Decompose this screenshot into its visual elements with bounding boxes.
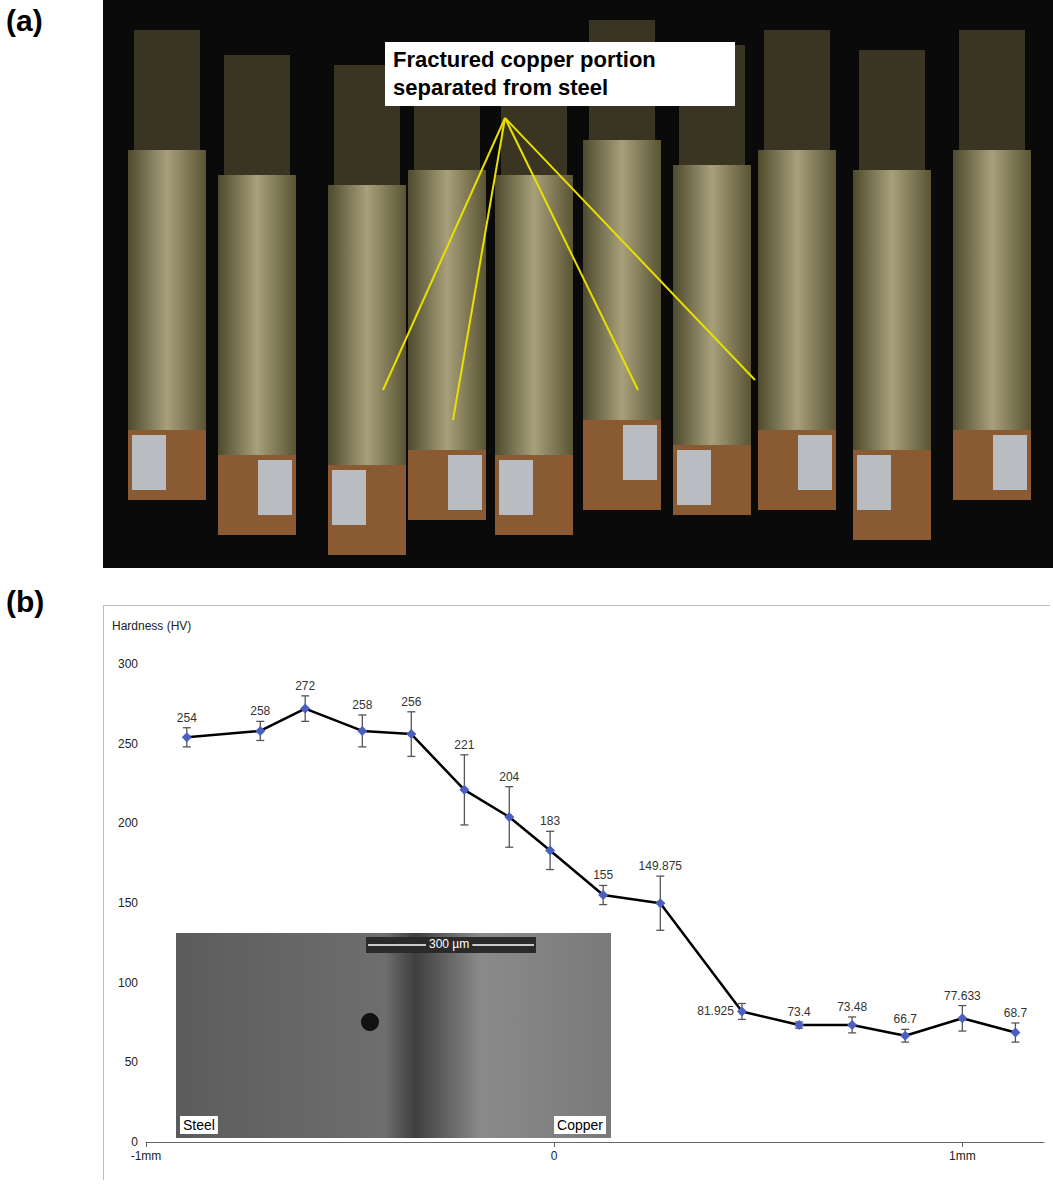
svg-text:256: 256 xyxy=(401,695,421,709)
svg-text:254: 254 xyxy=(177,711,197,725)
svg-text:200: 200 xyxy=(118,816,138,830)
svg-text:183: 183 xyxy=(540,814,560,828)
html-text:Fractured copper portion separ: Fractured copper portion separated from … xyxy=(393,47,656,100)
svg-text:155: 155 xyxy=(593,868,613,882)
svg-text:Hardness (HV): Hardness (HV) xyxy=(112,619,191,633)
svg-text:66.7: 66.7 xyxy=(894,1012,918,1026)
svg-text:149.875: 149.875 xyxy=(639,859,683,873)
svg-text:258: 258 xyxy=(352,698,372,712)
svg-text:Copper: Copper xyxy=(557,1117,603,1133)
svg-text:258: 258 xyxy=(250,704,270,718)
html-text:(b): (b) xyxy=(6,585,45,618)
svg-text:50: 50 xyxy=(125,1055,139,1069)
svg-text:272: 272 xyxy=(295,679,315,693)
svg-text:0: 0 xyxy=(551,1149,558,1163)
svg-text:0: 0 xyxy=(131,1135,138,1149)
svg-text:100: 100 xyxy=(118,976,138,990)
svg-text:150: 150 xyxy=(118,896,138,910)
svg-text:300 µm: 300 µm xyxy=(429,937,469,951)
svg-text:250: 250 xyxy=(118,737,138,751)
svg-text:204: 204 xyxy=(499,770,519,784)
svg-text:Steel: Steel xyxy=(183,1117,215,1133)
svg-text:77.633: 77.633 xyxy=(944,989,981,1003)
svg-text:73.48: 73.48 xyxy=(837,1000,867,1014)
svg-text:1mm: 1mm xyxy=(949,1149,976,1163)
svg-text:221: 221 xyxy=(454,738,474,752)
html-text:(a): (a) xyxy=(6,4,43,37)
svg-text:81.925: 81.925 xyxy=(697,1004,734,1018)
svg-text:73.4: 73.4 xyxy=(787,1005,811,1019)
svg-text:68.7: 68.7 xyxy=(1004,1006,1028,1020)
svg-text:-1mm: -1mm xyxy=(131,1149,162,1163)
svg-text:300: 300 xyxy=(118,657,138,671)
